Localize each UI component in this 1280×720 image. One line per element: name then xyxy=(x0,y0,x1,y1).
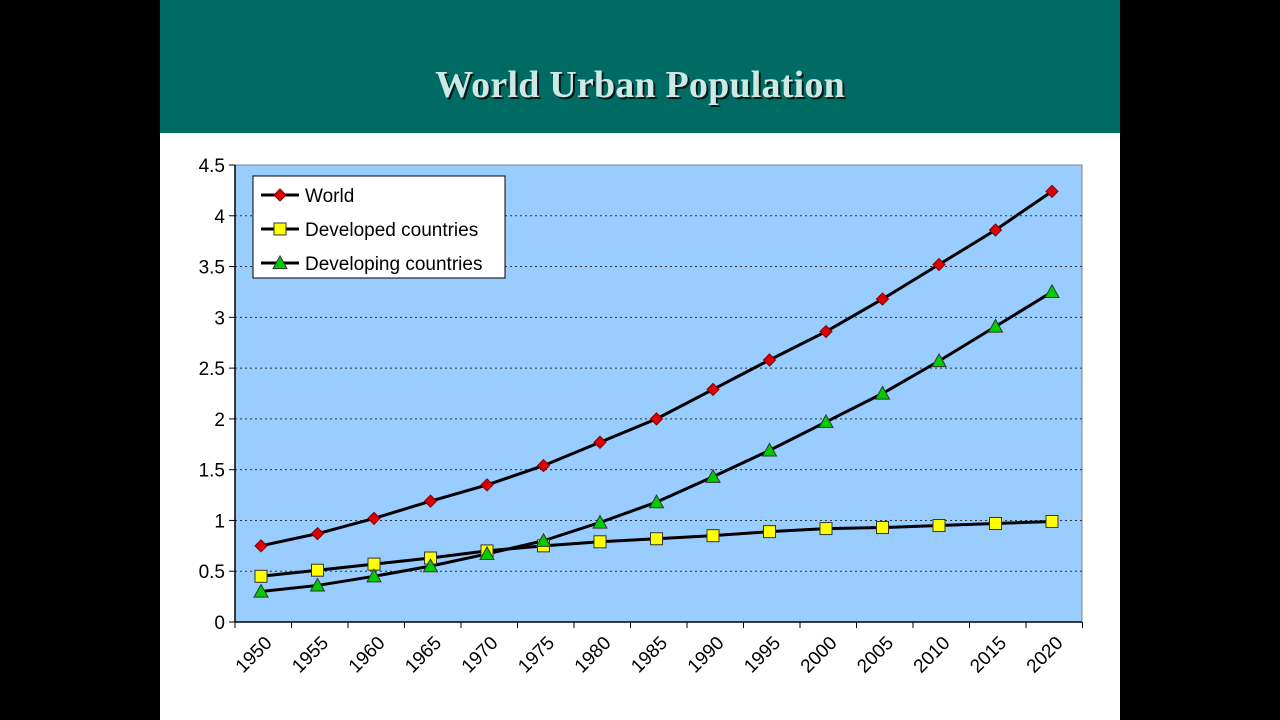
data-point-developing-countries xyxy=(309,577,326,592)
legend-marker xyxy=(273,222,287,236)
data-point-developed-countries xyxy=(706,529,720,543)
data-point-world xyxy=(423,494,438,508)
legend-label: World xyxy=(305,186,354,207)
y-tick-label: 3 xyxy=(214,308,225,329)
data-point-developing-countries xyxy=(761,442,778,457)
data-point-world xyxy=(480,478,494,492)
data-point-developing-countries xyxy=(366,568,382,583)
x-tick-label: 1975 xyxy=(514,633,559,678)
data-point-developing-countries xyxy=(987,318,1004,333)
data-point-developed-countries xyxy=(593,535,607,549)
x-tick-label: 1955 xyxy=(288,633,333,678)
x-tick-label: 2005 xyxy=(853,633,898,678)
data-point-world xyxy=(536,458,551,473)
legend-box xyxy=(252,175,506,279)
y-tick-label: 2 xyxy=(214,410,225,431)
data-point-developing-countries xyxy=(422,558,439,573)
data-point-developed-countries xyxy=(876,521,889,535)
x-tick-label: 1985 xyxy=(627,633,672,678)
data-point-world xyxy=(932,257,946,272)
data-point-world xyxy=(706,382,720,397)
x-axis: 1950 1955 1960 1965 1970 1975 1980 1985 1990 1995… xyxy=(232,621,1083,678)
data-point-world xyxy=(593,435,607,449)
x-tick-label: 1990 xyxy=(684,633,729,678)
y-tick-label: 1.5 xyxy=(199,461,225,482)
title-band: World Urban Population xyxy=(160,0,1120,133)
data-point-developed-countries xyxy=(311,563,324,577)
data-point-developing-countries xyxy=(874,385,891,400)
y-tick-label: 4.5 xyxy=(199,156,225,177)
x-tick-label: 1980 xyxy=(571,633,616,678)
data-point-developed-countries xyxy=(1045,514,1059,528)
y-tick-label: 2.5 xyxy=(199,359,225,380)
data-point-developing-countries xyxy=(535,532,552,547)
data-point-developed-countries xyxy=(932,519,946,533)
data-point-developing-countries xyxy=(648,494,665,509)
data-point-world xyxy=(367,511,381,526)
data-point-developing-countries xyxy=(931,352,947,368)
data-point-world xyxy=(762,353,777,367)
data-point-world xyxy=(310,526,325,541)
y-tick-label: 0 xyxy=(214,613,225,634)
y-tick-label: 3.5 xyxy=(199,258,225,279)
data-point-developing-countries xyxy=(818,413,834,429)
data-point-world xyxy=(819,324,833,339)
data-point-developed-countries xyxy=(763,525,776,539)
x-tick-label: 2010 xyxy=(910,633,955,678)
data-point-developing-countries xyxy=(1044,283,1060,299)
x-tick-label: 1960 xyxy=(345,633,390,678)
legend-label: Developing countries xyxy=(305,254,482,275)
data-point-world xyxy=(875,292,890,306)
data-point-developed-countries xyxy=(989,516,1002,530)
data-point-developing-countries xyxy=(253,583,269,598)
legend-marker xyxy=(272,254,288,270)
y-axis: 0 0.5 1 1.5 2 2.5 3 3.5 4 4.5 xyxy=(199,156,236,634)
slide-title: World Urban Population xyxy=(435,64,845,106)
data-point-developed-countries xyxy=(650,532,663,546)
x-tick-label: 1965 xyxy=(401,633,446,678)
legend-marker xyxy=(273,188,287,202)
data-point-world xyxy=(254,539,268,553)
legend: World Developed countries Developing count… xyxy=(252,175,506,279)
x-tick-label: 1970 xyxy=(458,633,503,678)
legend-label: Developed countries xyxy=(305,220,478,241)
data-point-world xyxy=(649,412,664,426)
data-point-developed-countries xyxy=(819,522,833,536)
x-tick-label: 2020 xyxy=(1023,633,1068,678)
x-tick-label: 2015 xyxy=(966,633,1011,678)
data-point-developing-countries xyxy=(705,468,721,483)
x-tick-label: 2000 xyxy=(797,633,842,678)
series-markers xyxy=(253,184,1060,598)
x-tick-label: 1995 xyxy=(740,633,785,678)
y-tick-label: 0.5 xyxy=(199,562,225,583)
data-point-world xyxy=(1045,184,1059,199)
data-point-world xyxy=(988,223,1003,237)
data-point-developed-countries xyxy=(254,569,268,583)
data-point-developing-countries xyxy=(592,514,608,529)
y-tick-label: 4 xyxy=(214,207,225,228)
y-tick-label: 1 xyxy=(214,511,225,532)
x-tick-label: 1950 xyxy=(232,633,277,678)
data-point-developing-countries xyxy=(479,545,495,561)
